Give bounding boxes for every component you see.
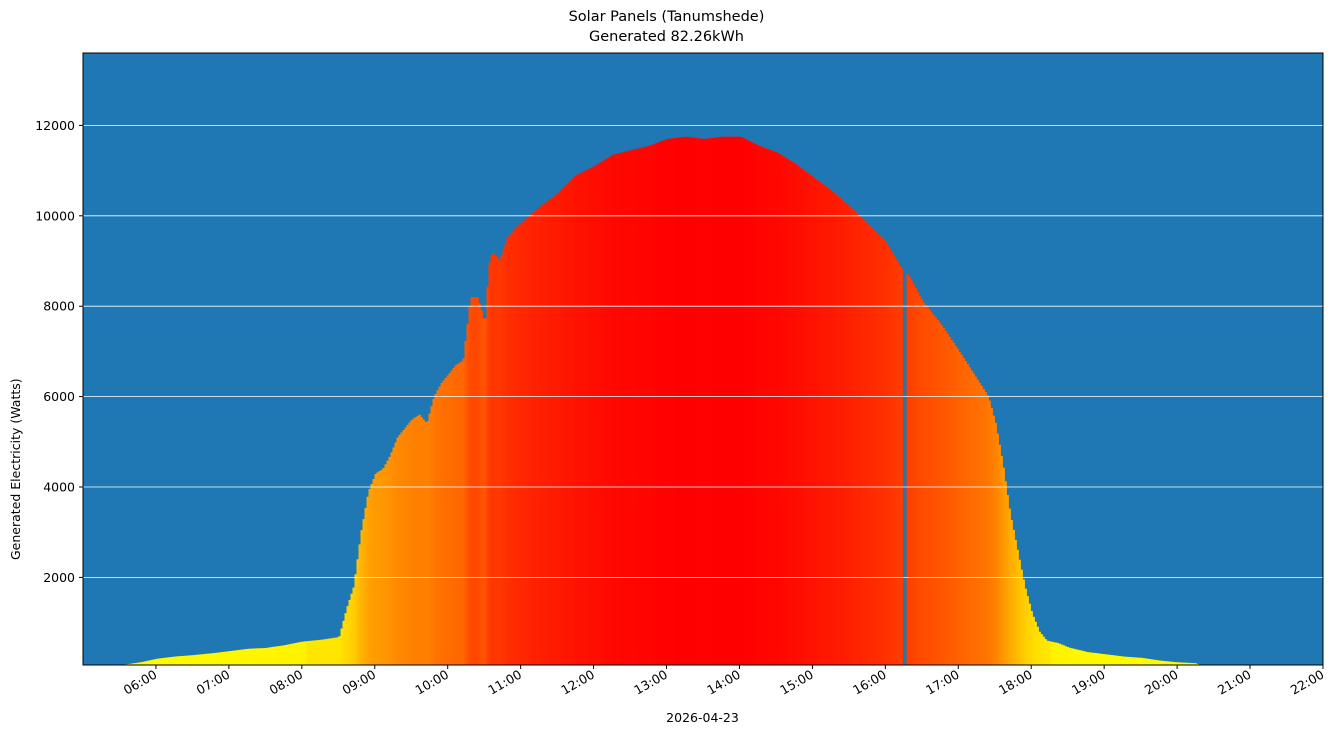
y-tick-label: 4000 [43, 480, 75, 495]
plot-frame [82, 52, 1324, 666]
x-tick-label: 07:00 [194, 667, 233, 698]
x-tick-label: 18:00 [996, 667, 1035, 698]
x-tick-label: 21:00 [1215, 667, 1254, 698]
x-tick-label: 22:00 [1288, 667, 1327, 698]
x-tick-label: 09:00 [340, 667, 379, 698]
x-tick-label: 15:00 [777, 667, 816, 698]
x-tick-label: 11:00 [485, 667, 524, 698]
x-axis-label: 2026-04-23 [666, 710, 739, 725]
y-axis-label: Generated Electricity (Watts) [8, 378, 23, 560]
y-tick-label: 10000 [35, 208, 75, 223]
x-tick-label: 14:00 [704, 667, 743, 698]
x-tick-label: 10:00 [412, 667, 451, 698]
chart-subtitle: Generated 82.26kWh [589, 29, 744, 45]
x-tick-label: 08:00 [267, 667, 306, 698]
x-tick-label: 17:00 [923, 667, 962, 698]
chart-title: Solar Panels (Tanumshede) [568, 9, 765, 25]
x-tick-label: 06:00 [121, 667, 160, 698]
y-tick-label: 8000 [43, 299, 75, 314]
x-tick-label: 16:00 [850, 667, 889, 698]
x-tick-label: 20:00 [1142, 667, 1181, 698]
x-tick-label: 13:00 [631, 667, 670, 698]
y-tick-label: 6000 [43, 389, 75, 404]
bars [116, 136, 1199, 666]
x-tick-label: 12:00 [558, 667, 597, 698]
x-tick-label: 19:00 [1069, 667, 1108, 698]
y-tick-label: 2000 [43, 570, 75, 585]
y-tick-label: 12000 [35, 118, 75, 133]
